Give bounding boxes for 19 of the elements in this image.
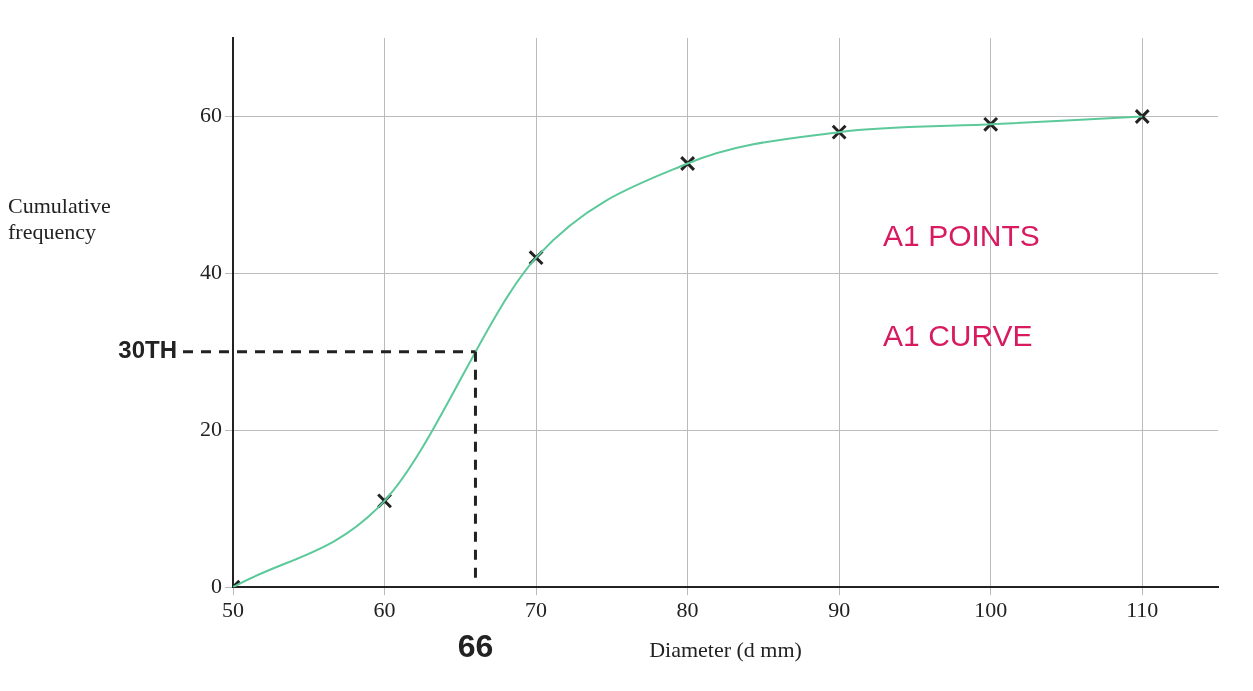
y-tick-label: 0 xyxy=(211,572,222,598)
x-tick-label: 100 xyxy=(974,597,1008,623)
x-axis-title: Diameter (d mm) xyxy=(649,636,802,662)
y-tick-label: 60 xyxy=(200,102,222,128)
x-tick-label: 80 xyxy=(676,597,699,623)
x-tick-label: 110 xyxy=(1126,597,1159,623)
x-tick-label: 60 xyxy=(373,597,396,623)
line-series xyxy=(233,115,1144,588)
x-tick-label: 50 xyxy=(222,597,244,623)
annotation: A1 CURVE xyxy=(883,319,1033,353)
x-tick-label: 90 xyxy=(828,597,851,623)
ref-line-label: 30TH xyxy=(118,336,177,364)
y-axis-title: Cumulative frequency xyxy=(8,193,112,245)
y-tick-label: 40 xyxy=(200,259,222,285)
point xyxy=(1134,108,1151,125)
annotation: A1 POINTS xyxy=(883,219,1040,253)
ref-line-label: 66 xyxy=(457,628,494,665)
x-tick-label: 70 xyxy=(525,597,548,623)
y-tick-label: 20 xyxy=(200,416,222,442)
